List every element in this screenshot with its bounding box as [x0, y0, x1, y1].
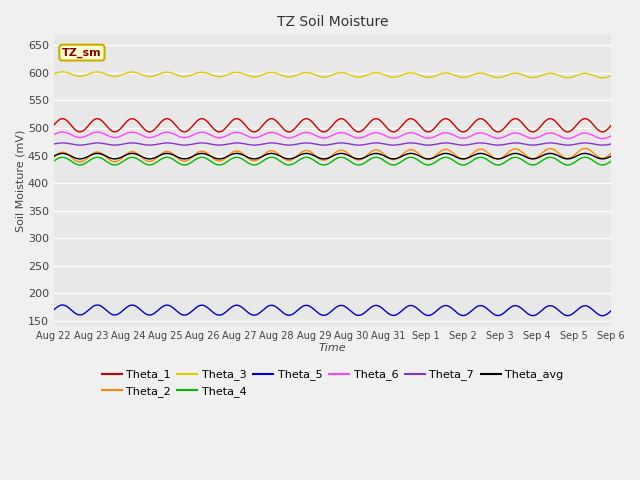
Theta_avg	[607, 153, 615, 159]
Line: Theta_7: Theta_7	[54, 143, 611, 145]
Theta_3	[508, 71, 516, 76]
Y-axis label: Soil Moisture (mV): Soil Moisture (mV)	[15, 129, 25, 231]
Theta_1	[508, 117, 516, 123]
Theta_7	[319, 142, 327, 148]
Theta_6	[59, 129, 67, 135]
Line: Theta_2: Theta_2	[54, 148, 611, 162]
Theta_2	[353, 157, 360, 163]
Theta_1	[383, 125, 390, 131]
Theta_4	[508, 155, 516, 161]
Theta_2	[50, 155, 58, 160]
Theta_4	[383, 159, 390, 165]
Line: Theta_1: Theta_1	[54, 119, 611, 132]
Theta_7	[50, 141, 58, 147]
Theta_4	[319, 162, 327, 168]
Theta_3	[50, 71, 58, 77]
Line: Theta_5: Theta_5	[54, 305, 611, 316]
Theta_4	[596, 162, 604, 168]
Theta_avg	[316, 156, 323, 161]
Theta_1	[316, 127, 323, 133]
Theta_7	[353, 142, 360, 148]
Theta_5	[595, 312, 603, 318]
Theta_4	[50, 158, 58, 164]
Theta_5	[316, 311, 323, 317]
Theta_5	[383, 309, 390, 315]
Theta_2	[76, 159, 83, 165]
Theta_7	[93, 140, 101, 146]
Theta_2	[607, 150, 615, 156]
Theta_6	[598, 136, 606, 142]
Theta_5	[607, 308, 615, 313]
Line: Theta_avg: Theta_avg	[54, 154, 611, 159]
Theta_4	[316, 161, 323, 167]
Theta_2	[319, 157, 327, 163]
Theta_avg	[353, 156, 360, 162]
Theta_4	[564, 162, 572, 168]
Theta_avg	[564, 156, 572, 162]
Theta_5	[319, 312, 327, 318]
Theta_avg	[383, 154, 390, 160]
Theta_1	[50, 122, 58, 128]
Theta_5	[59, 302, 67, 308]
Theta_2	[596, 155, 604, 160]
Theta_6	[319, 135, 327, 141]
Theta_1	[319, 129, 327, 135]
Theta_7	[383, 142, 390, 147]
Theta_6	[316, 134, 323, 140]
X-axis label: Time: Time	[319, 343, 346, 353]
Theta_1	[353, 129, 360, 134]
Theta_6	[508, 131, 516, 136]
Theta_4	[607, 158, 615, 164]
Theta_4	[93, 155, 101, 160]
Theta_2	[383, 154, 390, 159]
Theta_3	[595, 74, 603, 80]
Theta_3	[319, 74, 327, 80]
Theta_5	[50, 307, 58, 313]
Theta_avg	[93, 151, 101, 156]
Theta_1	[607, 122, 615, 128]
Theta_avg	[50, 153, 58, 159]
Theta_2	[508, 147, 516, 153]
Theta_1	[564, 129, 572, 135]
Theta_2	[582, 145, 589, 151]
Theta_2	[316, 156, 323, 162]
Theta_3	[353, 74, 360, 80]
Theta_7	[508, 140, 516, 146]
Line: Theta_3: Theta_3	[54, 72, 611, 78]
Theta_avg	[596, 156, 604, 161]
Theta_avg	[508, 151, 516, 157]
Theta_6	[595, 135, 603, 141]
Theta_7	[316, 142, 323, 148]
Theta_6	[353, 135, 360, 141]
Theta_4	[353, 162, 360, 168]
Theta_3	[598, 75, 606, 81]
Text: TZ_sm: TZ_sm	[62, 48, 102, 58]
Line: Theta_6: Theta_6	[54, 132, 611, 139]
Theta_5	[598, 313, 606, 319]
Theta_3	[316, 73, 323, 79]
Theta_1	[596, 128, 604, 134]
Theta_6	[607, 133, 615, 139]
Line: Theta_4: Theta_4	[54, 157, 611, 165]
Theta_3	[59, 69, 67, 75]
Title: TZ Soil Moisture: TZ Soil Moisture	[276, 15, 388, 29]
Theta_3	[383, 73, 390, 79]
Legend: Theta_1, Theta_2, Theta_3, Theta_4, Theta_5, Theta_6, Theta_7, Theta_avg: Theta_1, Theta_2, Theta_3, Theta_4, Thet…	[102, 370, 563, 397]
Theta_7	[607, 141, 615, 147]
Theta_6	[50, 132, 58, 138]
Theta_5	[353, 312, 360, 318]
Theta_7	[564, 142, 572, 148]
Theta_1	[93, 116, 101, 121]
Theta_avg	[319, 156, 327, 162]
Theta_7	[596, 142, 604, 148]
Theta_3	[607, 73, 615, 79]
Theta_5	[508, 304, 516, 310]
Theta_6	[383, 133, 390, 139]
